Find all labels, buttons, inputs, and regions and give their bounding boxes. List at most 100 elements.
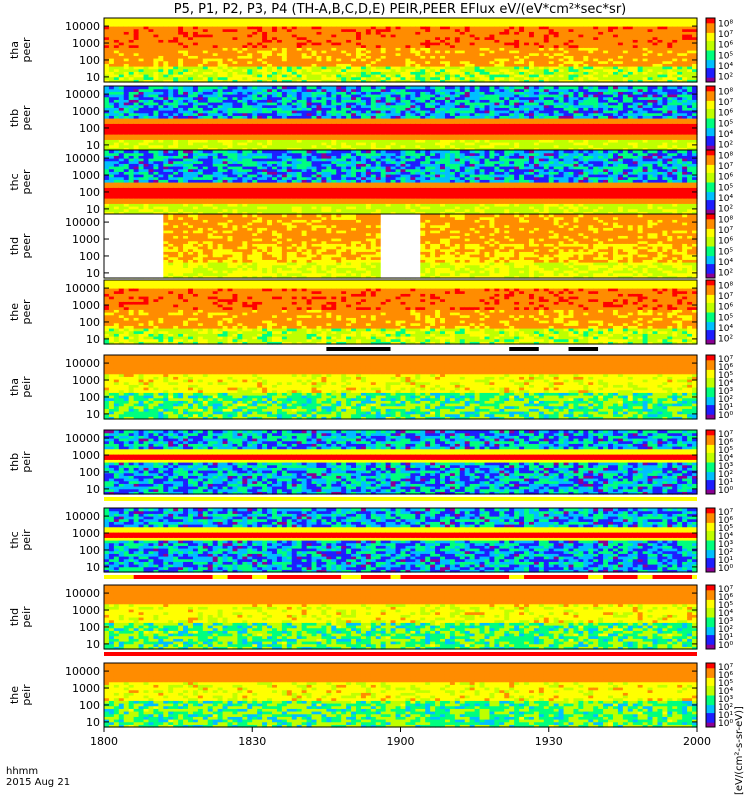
spectrogram-cell [192,58,199,62]
spectrogram-cell [578,63,584,67]
spectrogram-cell [538,68,545,72]
spectrogram-cell [133,18,140,22]
spectrogram-cell [519,34,525,38]
spectrogram-cell [593,34,599,38]
spectrogram-cell [183,63,189,67]
spectrogram-cell [440,52,446,56]
spectrogram-cell [173,66,179,70]
spectrogram-cell [222,26,229,30]
spectrogram-cell [662,55,668,59]
spectrogram-cell [489,58,495,62]
spectrogram-cell [183,50,189,54]
spectrogram-cell [217,28,224,32]
spectrogram-cell [449,34,456,38]
spectrogram-cell [118,79,125,83]
spectrogram-cell [375,23,382,27]
spectrogram-cell [524,31,530,35]
spectrogram-cell [583,76,589,80]
spectrogram-cell [316,71,323,75]
spectrogram-cell [553,68,560,72]
spectrogram-cell [603,20,609,24]
spectrogram-cell [395,44,402,48]
spectrogram-cell [291,39,298,43]
spectrogram-cell [197,63,204,67]
spectrogram-cell [123,66,130,70]
colorbar-cell [706,51,715,54]
spectrogram-cell [336,66,342,70]
spectrogram-cell [538,66,545,70]
spectrogram-cell [588,52,594,56]
spectrogram-cell [202,55,209,59]
spectrogram-cell [588,63,594,67]
spectrogram-cell [504,39,510,43]
spectrogram-cell [173,55,179,59]
spectrogram-cell [153,36,159,40]
spectrogram-cell [449,28,456,32]
spectrogram-cell [449,23,456,27]
spectrogram-cell [410,36,416,40]
spectrogram-cell [113,68,120,72]
spectrogram-cell [652,60,659,64]
spectrogram-cell [291,34,298,38]
spectrogram-cell [276,31,283,35]
spectrogram-cell [627,50,634,54]
spectrogram-cell [524,74,530,78]
spectrogram-cell [612,71,619,75]
spectrogram-cell [558,31,565,35]
spectrogram-cell [276,63,283,67]
spectrogram-cell [484,31,491,35]
spectrogram-cell [281,76,288,80]
spectrogram-cell [454,71,461,75]
spectrogram-cell [677,58,683,62]
spectrogram-cell [395,47,402,51]
spectrogram-cell [440,42,446,46]
spectrogram-cell [479,68,486,72]
spectrogram-cell [286,50,293,54]
spectrogram-cell [608,36,614,40]
spectrogram-cell [425,55,431,59]
colorbar-cell [706,46,715,49]
spectrogram-cell [499,60,505,64]
spectrogram-cell [188,76,194,80]
spectrogram-cell [336,58,342,62]
spectrogram-cell [603,50,609,54]
spectrogram-cell [553,23,560,27]
spectrogram-cell [667,55,673,59]
spectrogram-cell [306,60,313,64]
spectrogram-cell [276,71,283,75]
spectrogram-cell [390,31,397,35]
spectrogram-cell [207,28,214,32]
spectrogram-cell [296,36,303,40]
spectrogram-cell [528,18,535,22]
spectrogram-cell [118,60,125,64]
spectrogram-cell [188,71,194,75]
spectrogram-cell [489,18,495,22]
spectrogram-cell [153,63,159,67]
spectrogram-cell [128,18,135,22]
spectrogram-cell [548,31,555,35]
spectrogram-cell [321,71,327,75]
spectrogram-cell [568,28,575,32]
spectrogram-cell [593,79,599,83]
spectrogram-cell [331,79,337,83]
spectrogram-cell [341,50,347,54]
spectrogram-cell [217,63,224,67]
spectrogram-cell [232,31,239,35]
spectrogram-cell [430,34,436,38]
spectrogram-cell [375,63,382,67]
spectrogram-cell [464,79,471,83]
spectrogram-cell [232,34,239,38]
spectrogram-cell [360,47,367,51]
spectrogram-cell [588,50,594,54]
spectrogram-cell [197,44,204,48]
spectrogram-cell [267,20,273,24]
spectrogram-cell [454,26,461,30]
spectrogram-cell [321,44,327,48]
spectrogram-cell [692,60,698,64]
spectrogram-cell [578,68,584,72]
spectrogram-cell [647,74,654,78]
spectrogram-cell [504,52,510,56]
spectrogram-cell [168,71,174,75]
spectrogram-cell [113,26,120,30]
spectrogram-cell [207,66,214,70]
